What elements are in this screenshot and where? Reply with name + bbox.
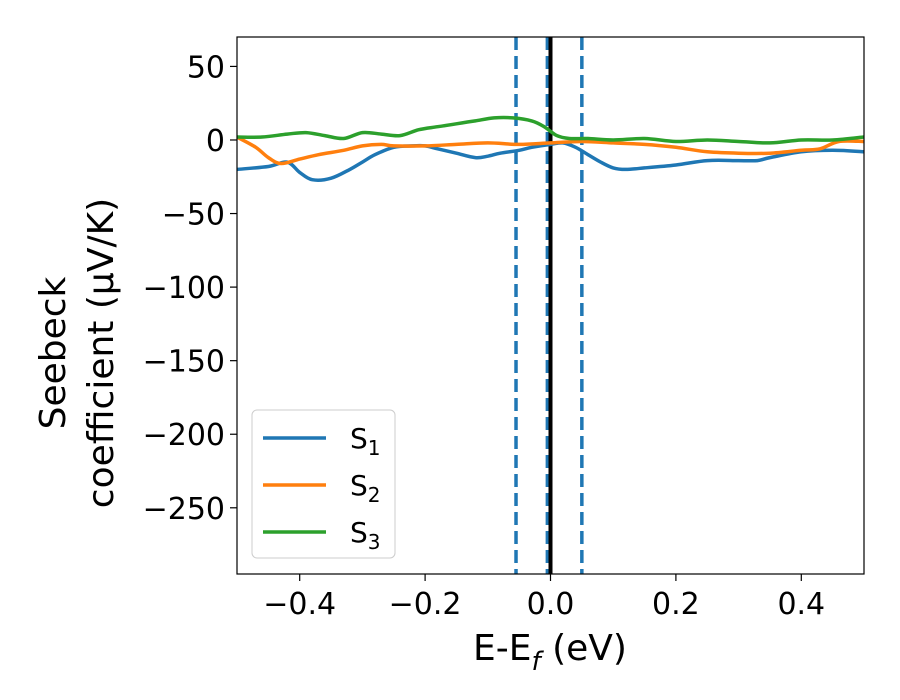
x-tick-label: 0.2 [652, 587, 700, 622]
y-axis-label: Seebeck coefficient (μV/K) [33, 198, 122, 508]
x-axis-label: E-Ef (eV) [473, 628, 627, 677]
series-layer [237, 115, 864, 182]
x-axis: −0.4 −0.2 0.0 0.2 0.4 [263, 574, 825, 622]
x-label-unit: (eV) [541, 628, 627, 669]
legend: S1 S2 S3 [251, 409, 396, 559]
legend-label-1: S1 [350, 422, 381, 460]
x-tick-label: 0.0 [527, 587, 575, 622]
y-tick-label: 50 [187, 50, 225, 85]
y-tick-label: 0 [206, 124, 225, 159]
series-1-line [237, 141, 864, 182]
y-tick-label: −50 [162, 198, 225, 233]
y-tick-label: −250 [143, 492, 225, 527]
y-tick-label: −200 [143, 418, 225, 453]
x-tick-label: −0.2 [389, 587, 462, 622]
legend-label-3: S3 [350, 516, 381, 554]
y-tick-label: −150 [143, 345, 225, 380]
series-3-line [237, 115, 864, 145]
reference-lines [514, 37, 584, 574]
x-tick-label: −0.4 [263, 587, 336, 622]
x-label-main: E-E [473, 628, 531, 669]
series-2-line [237, 135, 864, 166]
x-tick-label: 0.4 [777, 587, 825, 622]
legend-label-2: S2 [350, 469, 381, 507]
y-axis: 50 0 −50 −100 −150 −200 −250 [143, 50, 237, 527]
y-tick-label: −100 [143, 271, 225, 306]
y-axis-label-line-1: Seebeck [33, 276, 74, 429]
y-axis-label-line-2: coefficient (μV/K) [81, 198, 122, 508]
